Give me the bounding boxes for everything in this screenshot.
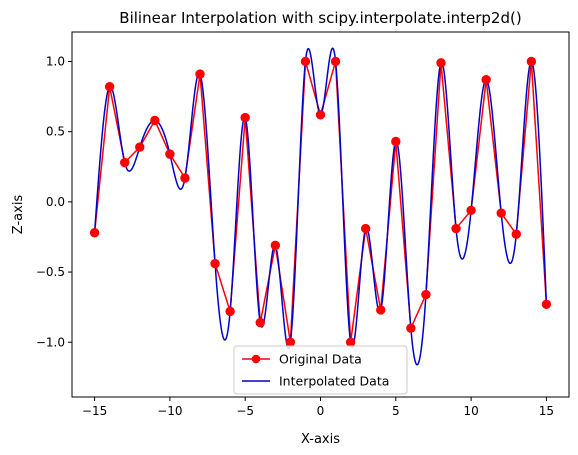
plot-frame xyxy=(71,31,570,398)
data-point xyxy=(225,306,235,317)
data-point xyxy=(511,229,521,239)
y-tick-label: 0.5 xyxy=(46,125,65,139)
y-tick-label: −1.0 xyxy=(36,335,65,349)
data-point xyxy=(345,337,356,347)
data-point xyxy=(466,205,476,215)
legend: Original Data Interpolated Data xyxy=(233,345,408,395)
data-point xyxy=(240,112,250,123)
data-point xyxy=(421,289,431,300)
plot-marks xyxy=(89,47,552,366)
data-point xyxy=(406,323,416,333)
y-axis: −1.0 −0.5 0.0 0.5 1.0 xyxy=(36,54,72,349)
data-point xyxy=(104,82,115,92)
data-point xyxy=(180,173,190,183)
x-tick-label: 0 xyxy=(317,404,325,418)
data-point xyxy=(135,142,145,152)
data-point xyxy=(195,69,205,79)
data-point xyxy=(330,56,341,67)
legend-marker-original-data xyxy=(251,354,261,364)
data-point xyxy=(270,240,281,251)
data-point xyxy=(150,115,160,126)
x-tick-label: −10 xyxy=(157,404,182,418)
series-line-interpolated-data xyxy=(93,47,548,366)
data-point xyxy=(496,208,506,218)
x-tick-label: −15 xyxy=(82,404,107,418)
data-point xyxy=(300,56,311,67)
data-point xyxy=(285,337,296,347)
x-axis-label: X-axis xyxy=(301,432,340,447)
legend-box xyxy=(233,345,408,395)
x-tick-label: 15 xyxy=(539,404,554,418)
data-point xyxy=(120,157,130,168)
data-point xyxy=(165,149,175,159)
data-point xyxy=(210,258,220,269)
x-tick-label: −5 xyxy=(236,404,254,418)
y-tick-label: −0.5 xyxy=(36,265,65,279)
series-line-original-data xyxy=(93,61,548,343)
data-point xyxy=(391,136,401,147)
data-point xyxy=(541,299,552,310)
chart-title: Bilinear Interpolation with scipy.interp… xyxy=(119,9,521,27)
data-point xyxy=(526,56,537,67)
legend-label-original-data: Original Data xyxy=(279,352,362,367)
y-tick-label: 1.0 xyxy=(46,54,65,68)
x-tick-label: 5 xyxy=(392,404,400,418)
data-point xyxy=(360,223,371,234)
x-axis: −15 −10 −5 0 5 10 15 xyxy=(82,397,554,418)
y-tick-label: 0.0 xyxy=(46,195,65,209)
data-point xyxy=(89,228,100,238)
data-point xyxy=(436,58,446,68)
x-tick-label: 10 xyxy=(463,404,478,418)
y-axis-label: Z-axis xyxy=(11,195,26,235)
legend-label-interpolated-data: Interpolated Data xyxy=(279,374,389,389)
data-point xyxy=(315,110,326,120)
data-point xyxy=(255,317,265,328)
data-point xyxy=(481,75,491,85)
data-point xyxy=(376,305,386,315)
data-point xyxy=(451,223,461,234)
